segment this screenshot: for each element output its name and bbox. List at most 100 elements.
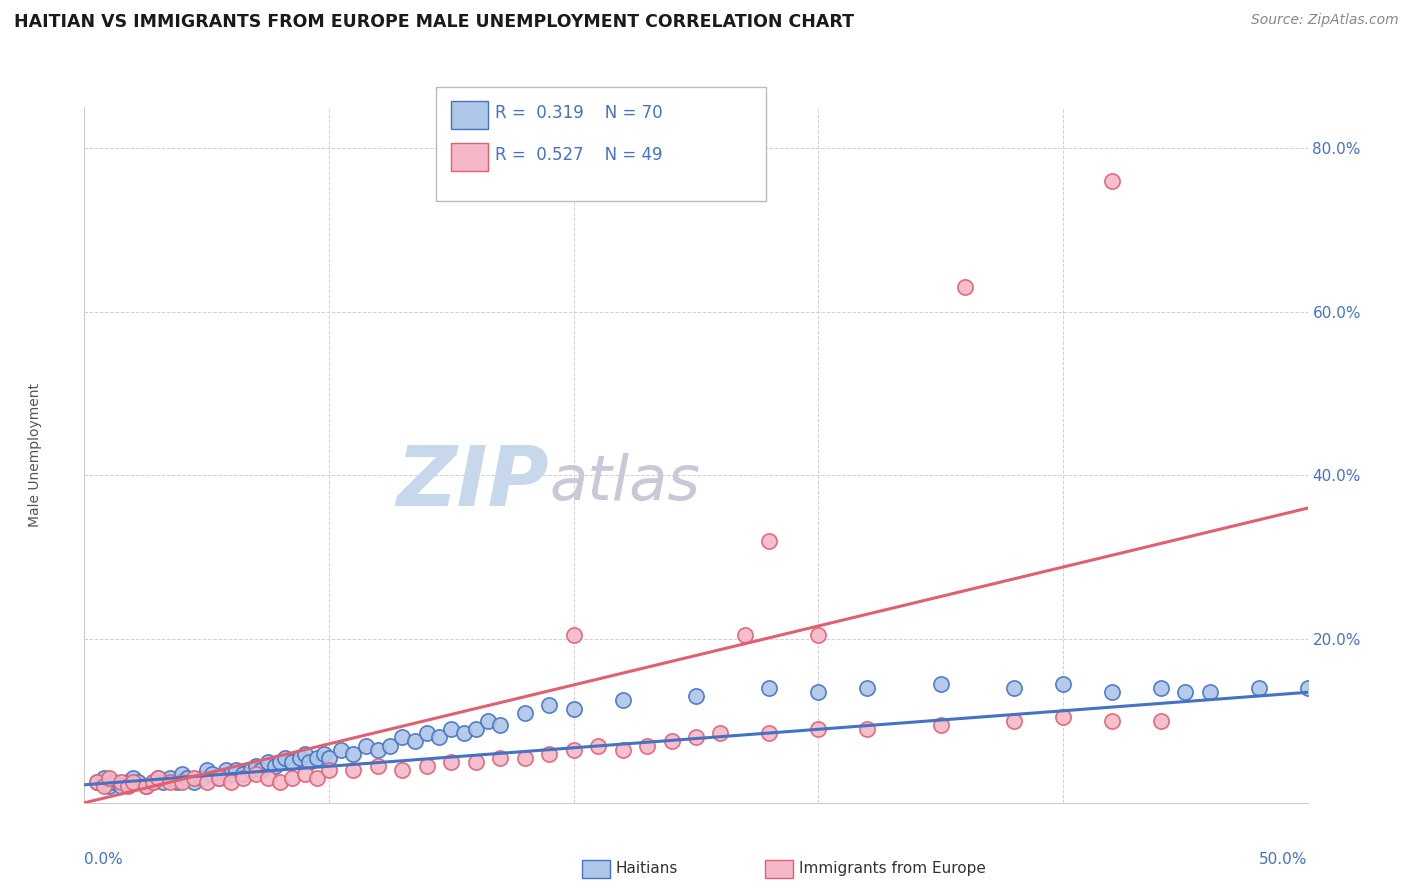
- Point: [314, 747, 336, 761]
- Text: Source: ZipAtlas.com: Source: ZipAtlas.com: [1251, 13, 1399, 28]
- Point: [636, 739, 658, 753]
- Point: [122, 775, 145, 789]
- Point: [264, 759, 287, 773]
- Text: atlas: atlas: [550, 453, 700, 513]
- Point: [183, 771, 205, 785]
- Point: [225, 763, 247, 777]
- Point: [172, 775, 194, 789]
- Point: [146, 771, 169, 785]
- Point: [416, 759, 439, 773]
- Point: [159, 771, 181, 785]
- Point: [274, 751, 297, 765]
- Point: [929, 677, 952, 691]
- Point: [685, 731, 707, 745]
- Point: [856, 722, 879, 736]
- Point: [758, 726, 780, 740]
- Point: [1002, 714, 1025, 728]
- Point: [318, 751, 340, 765]
- Point: [146, 771, 169, 785]
- Point: [200, 767, 222, 781]
- Text: Male Unemployment: Male Unemployment: [28, 383, 42, 527]
- Point: [86, 775, 108, 789]
- Point: [1296, 681, 1319, 696]
- Point: [391, 731, 413, 745]
- Point: [257, 771, 280, 785]
- Point: [464, 722, 486, 736]
- Point: [122, 771, 145, 785]
- Point: [103, 775, 125, 789]
- Text: Immigrants from Europe: Immigrants from Europe: [799, 862, 986, 876]
- Point: [734, 628, 756, 642]
- Point: [294, 767, 316, 781]
- Point: [586, 739, 609, 753]
- Point: [195, 763, 218, 777]
- Point: [709, 726, 731, 740]
- Point: [440, 755, 463, 769]
- Point: [127, 775, 149, 789]
- Point: [142, 775, 165, 789]
- Point: [685, 690, 707, 704]
- Point: [288, 751, 311, 765]
- Point: [513, 706, 536, 720]
- Point: [1150, 681, 1173, 696]
- Point: [269, 775, 291, 789]
- Point: [135, 780, 157, 794]
- Point: [232, 767, 254, 781]
- Point: [191, 771, 214, 785]
- Point: [86, 775, 108, 789]
- Point: [215, 763, 238, 777]
- Point: [219, 775, 242, 789]
- Point: [330, 742, 353, 756]
- Text: 50.0%: 50.0%: [1260, 852, 1308, 866]
- Point: [219, 767, 242, 781]
- Point: [661, 734, 683, 748]
- Point: [538, 698, 561, 712]
- Point: [176, 771, 198, 785]
- Point: [1052, 677, 1074, 691]
- Point: [953, 280, 976, 294]
- Point: [93, 780, 115, 794]
- Point: [489, 718, 512, 732]
- Point: [367, 759, 389, 773]
- Point: [1198, 685, 1220, 699]
- Point: [305, 751, 328, 765]
- Point: [172, 767, 194, 781]
- Point: [142, 775, 165, 789]
- Point: [1247, 681, 1270, 696]
- Point: [342, 747, 364, 761]
- Point: [110, 780, 132, 794]
- Point: [1101, 174, 1123, 188]
- Text: R =  0.527    N = 49: R = 0.527 N = 49: [495, 146, 662, 164]
- Text: 0.0%: 0.0%: [84, 852, 124, 866]
- Point: [281, 755, 304, 769]
- Point: [612, 693, 634, 707]
- Point: [538, 747, 561, 761]
- Point: [135, 780, 157, 794]
- Point: [391, 763, 413, 777]
- Point: [117, 775, 139, 789]
- Point: [298, 755, 321, 769]
- Point: [367, 742, 389, 756]
- Text: Haitians: Haitians: [616, 862, 678, 876]
- Point: [294, 747, 316, 761]
- Point: [318, 763, 340, 777]
- Point: [183, 775, 205, 789]
- Point: [856, 681, 879, 696]
- Point: [1150, 714, 1173, 728]
- Point: [257, 755, 280, 769]
- Point: [562, 701, 585, 715]
- Point: [1052, 710, 1074, 724]
- Point: [159, 775, 181, 789]
- Point: [1101, 685, 1123, 699]
- Point: [195, 775, 218, 789]
- Point: [380, 739, 402, 753]
- Point: [93, 771, 115, 785]
- Point: [562, 742, 585, 756]
- Point: [354, 739, 377, 753]
- Point: [612, 742, 634, 756]
- Point: [427, 731, 450, 745]
- Point: [513, 751, 536, 765]
- Point: [166, 775, 188, 789]
- Point: [404, 734, 426, 748]
- Point: [208, 771, 231, 785]
